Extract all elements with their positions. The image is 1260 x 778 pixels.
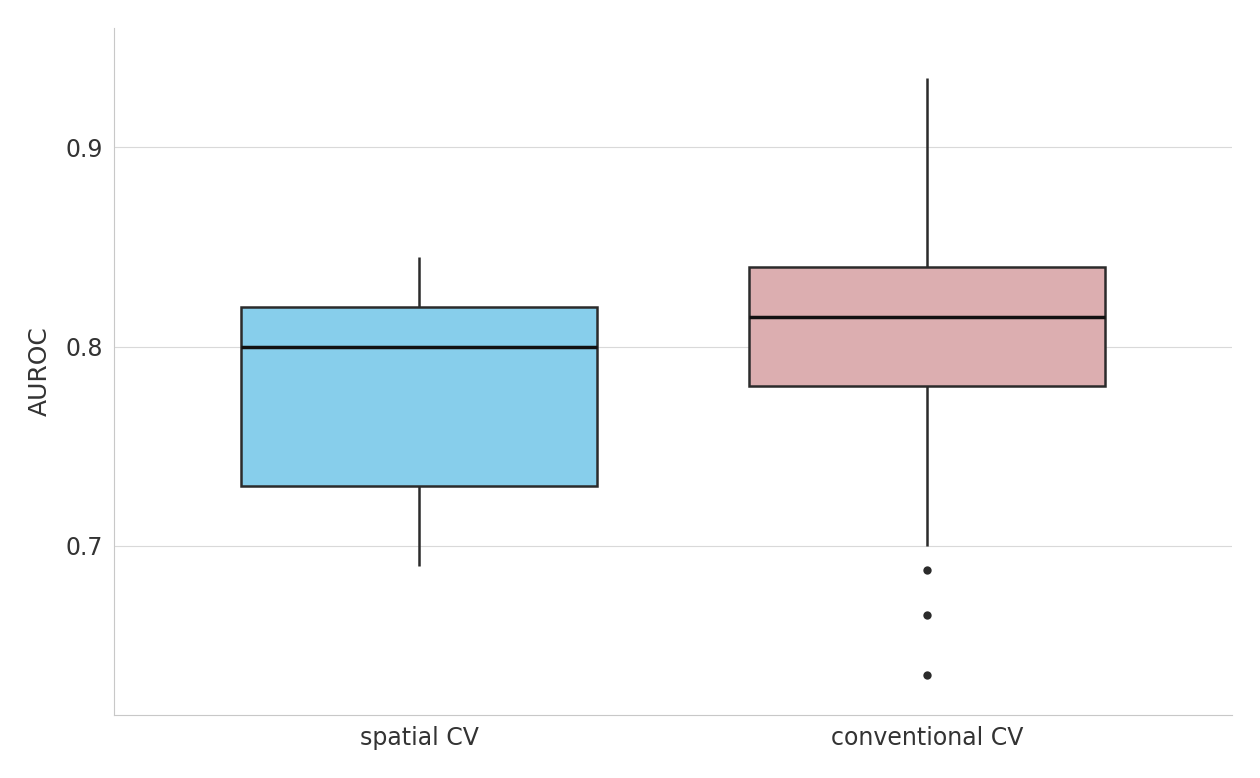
Bar xyxy=(242,307,597,486)
Bar xyxy=(750,267,1105,387)
Y-axis label: AUROC: AUROC xyxy=(28,327,52,416)
